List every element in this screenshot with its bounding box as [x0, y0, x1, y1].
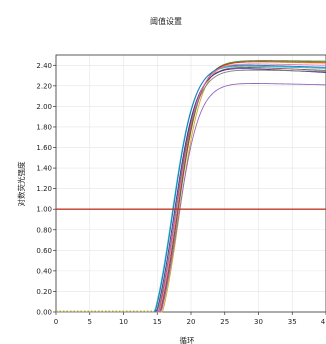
y-tick-label: 0.60: [36, 247, 52, 255]
y-tick-label: 0.40: [36, 267, 52, 275]
y-tick-label: 0.80: [36, 226, 52, 234]
y-tick-label: 2.20: [36, 82, 52, 90]
x-tick-label: 5: [88, 318, 92, 326]
grid: [55, 55, 326, 313]
x-tick-label: 30: [254, 318, 263, 326]
series-line-10: [56, 69, 326, 313]
y-tick-label: 2.40: [36, 62, 52, 70]
y-axis-label: 对数荧光强度: [16, 161, 26, 206]
x-tick-label: 0: [54, 318, 58, 326]
x-tick-label: 10: [119, 318, 128, 326]
y-tick-label: 1.80: [36, 123, 52, 131]
x-tick-label: 35: [288, 318, 297, 326]
x-tick-label: 4: [321, 318, 326, 326]
y-tick-label: 1.20: [36, 185, 52, 193]
y-tick-label: 1.60: [36, 144, 52, 152]
x-tick-label: 25: [220, 318, 229, 326]
x-tick-label: 20: [187, 318, 196, 326]
chart-title: 阈值设置: [150, 16, 182, 26]
x-tick-label: 15: [153, 318, 162, 326]
y-tick-label: 2.00: [36, 103, 52, 111]
y-axis: 0.00 0.20 0.40 0.60 0.80 1.00 1.20 1.40 1.60 1.80…: [36, 62, 56, 317]
series-group: [56, 60, 326, 313]
y-tick-label: 1.40: [36, 165, 52, 173]
y-tick-label: 0.20: [36, 288, 52, 296]
y-tick-label: 1.00: [36, 206, 52, 214]
y-tick-label: 0.00: [36, 309, 52, 317]
x-axis: 0 5 10 15 20 25 30 35 4: [54, 312, 326, 326]
x-axis-label: 循环: [180, 335, 195, 344]
